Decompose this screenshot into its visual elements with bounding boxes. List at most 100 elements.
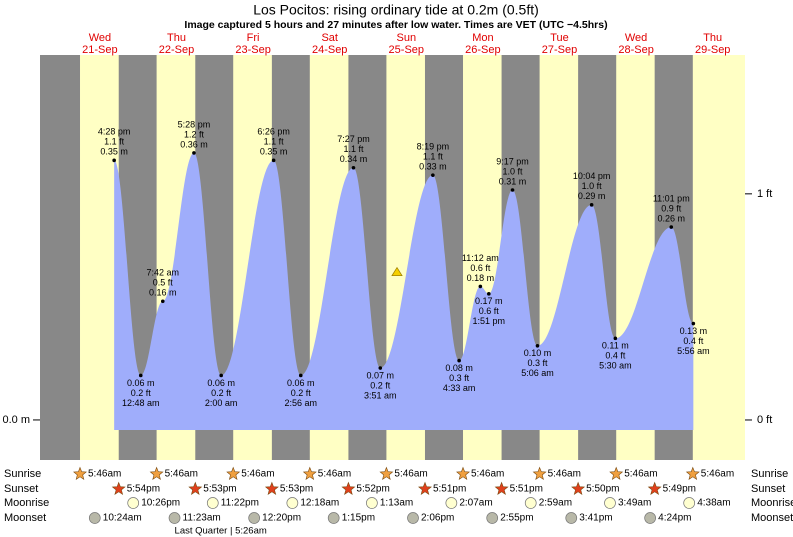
tide-label: 0.13 m [680,326,708,336]
sunrise-time: 5:46am [88,469,121,480]
day-date: 27-Sep [542,44,577,56]
moonrise-time: 2:07am [459,498,492,509]
sunset-icon [494,481,509,495]
day-weekday: Sun [397,32,417,44]
tide-point [160,299,165,304]
tide-label: 0.18 m [467,273,495,283]
tide-label: 1.2 ft [184,129,205,139]
tide-area [114,152,694,430]
moonrise-icon [127,497,140,509]
moonrise-icon [683,497,696,509]
tide-point [613,336,618,341]
tide-label: 11:01 pm [653,193,690,203]
sunset-icon [647,481,662,495]
sunset-time: 5:51pm [433,484,466,495]
day-weekday: Fri [247,32,260,44]
tide-point [298,373,303,378]
moonset-icon [327,512,340,524]
tide-label: 0.6 ft [479,306,500,316]
sunset-time: 5:52pm [356,484,389,495]
tide-point [478,284,483,289]
moonset-time: 4:24pm [658,513,691,524]
tide-label: 8:19 pm [417,142,450,152]
tide-label: 0.6 ft [470,263,491,273]
tide-label: 0.06 m [207,378,235,388]
y2-tick-label: 1 ft [757,188,772,200]
sunrise-icon [73,466,87,480]
tide-label: 11:12 am [462,253,499,263]
tide-point [351,165,356,170]
day-weekday: Mon [472,32,493,44]
moonset-icon [248,512,261,524]
y2-tick-label: 0 ft [757,414,772,426]
daylight-band [80,55,119,460]
moonset-icon [486,512,499,524]
moonrise-time: 10:26pm [141,498,180,509]
sunrise-icon [532,466,547,480]
tide-label: 12:48 am [122,398,160,408]
tide-label: 1:51 pm [473,316,506,326]
sunrise-icon [609,466,624,480]
tide-label: 5:28 pm [178,119,211,129]
sunset-icon [188,481,203,495]
tide-point [271,158,276,163]
moonrise-icon [286,497,299,509]
day-date: 21-Sep [82,44,117,56]
sunset-icon [418,481,432,495]
day-date: 22-Sep [159,44,194,56]
sunset-icon [341,481,356,495]
row-label-right: Sunrise [751,468,788,480]
sunrise-time: 5:46am [701,469,734,480]
tide-label: 0.35 m [100,147,128,157]
tide-label: 0.06 m [127,378,155,388]
moonrise-icon [445,497,458,509]
sunrise-time: 5:46am [394,469,427,480]
day-date: 29-Sep [695,44,730,56]
moonrise-time: 11:22pm [221,498,259,509]
moonrise-icon [206,497,219,509]
moonset-time: 2:55pm [500,513,533,524]
tide-label: 1.0 ft [582,181,603,191]
sunrise-time: 5:46am [548,469,581,480]
sunset-icon [264,481,279,495]
day-weekday: Tue [550,32,569,44]
sunrise-icon [149,466,164,480]
tide-label: 0.29 m [578,191,606,201]
moonrise-icon [524,497,537,509]
row-label: Sunset [4,483,38,495]
tide-label: 3:51 am [364,390,397,400]
current-level-marker [391,266,403,276]
row-label-right: Moonset [751,512,793,524]
moonset-time: 2:06pm [421,513,454,524]
moonrise-time: 12:18am [300,498,339,509]
tide-label: 0.26 m [658,213,686,223]
sunrise-icon [685,466,700,480]
sunset-time: 5:50pm [586,484,619,495]
tide-point [219,373,223,378]
day-weekday: Thu [167,32,186,44]
tide-label: 0.2 ft [131,388,152,398]
tide-label: 0.3 ft [527,358,548,368]
sunrise-icon [226,466,241,480]
tide-label: 0.07 m [367,370,395,380]
day-weekday: Thu [703,32,722,44]
sunrise-icon [379,466,394,480]
tide-label: 1.1 ft [104,137,125,147]
moonset-time: 12:20pm [262,513,301,524]
tide-label: 7:27 pm [337,134,370,144]
tide-point [691,321,696,326]
day-date: 24-Sep [312,44,347,56]
tide-label: 5:56 am [677,346,710,356]
tide-label: 0.9 ft [661,203,682,213]
sunset-time: 5:53pm [203,484,236,495]
tide-label: 10:04 pm [573,171,611,181]
sunset-icon [571,481,586,495]
tide-point [431,173,435,177]
day-weekday: Wed [89,32,111,44]
row-label: Sunrise [4,468,41,480]
sunset-time: 5:51pm [510,484,543,495]
tide-label: 2:00 am [205,398,238,408]
tide-label: 0.35 m [260,147,288,157]
row-label-right: Moonrise [751,497,793,509]
